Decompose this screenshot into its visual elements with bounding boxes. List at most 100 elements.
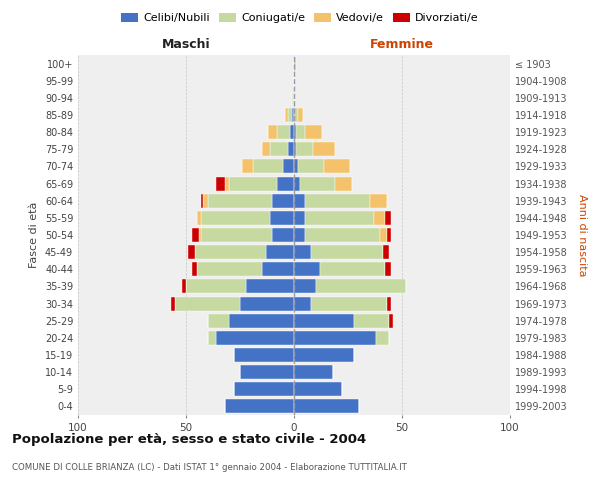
Bar [240, 296, 294, 310]
Bar [320, 262, 385, 276]
Bar [182, 280, 186, 293]
Bar [199, 228, 201, 242]
Bar [298, 160, 324, 173]
Bar [376, 331, 389, 345]
Bar [171, 296, 175, 310]
Bar [294, 228, 305, 242]
Bar [216, 176, 225, 190]
Bar [294, 348, 355, 362]
Bar [387, 228, 391, 242]
Bar [301, 176, 335, 190]
Bar [175, 296, 240, 310]
Bar [201, 228, 272, 242]
Bar [287, 142, 294, 156]
Bar [311, 296, 387, 310]
Bar [311, 245, 383, 259]
Bar [305, 125, 322, 139]
Bar [193, 262, 197, 276]
Bar [233, 382, 294, 396]
Bar [389, 314, 394, 328]
Bar [294, 125, 296, 139]
Bar [294, 262, 320, 276]
Bar [294, 400, 359, 413]
Bar [208, 194, 272, 207]
Bar [294, 331, 376, 345]
Bar [197, 211, 201, 225]
Bar [294, 56, 296, 70]
Bar [225, 176, 229, 190]
Bar [262, 262, 294, 276]
Bar [385, 211, 391, 225]
Bar [294, 142, 296, 156]
Bar [194, 245, 266, 259]
Bar [292, 108, 294, 122]
Bar [294, 176, 301, 190]
Bar [316, 280, 406, 293]
Bar [186, 280, 247, 293]
Bar [374, 211, 385, 225]
Bar [233, 348, 294, 362]
Bar [294, 296, 311, 310]
Bar [229, 176, 277, 190]
Bar [262, 142, 270, 156]
Bar [294, 314, 355, 328]
Bar [266, 245, 294, 259]
Bar [253, 160, 283, 173]
Bar [247, 280, 294, 293]
Bar [208, 331, 216, 345]
Bar [286, 108, 287, 122]
Bar [294, 382, 341, 396]
Bar [193, 228, 199, 242]
Bar [305, 211, 374, 225]
Bar [305, 194, 370, 207]
Bar [287, 108, 292, 122]
Bar [383, 245, 389, 259]
Bar [294, 280, 316, 293]
Bar [272, 228, 294, 242]
Bar [270, 211, 294, 225]
Bar [385, 262, 391, 276]
Bar [283, 160, 294, 173]
Text: Maschi: Maschi [161, 38, 211, 52]
Bar [188, 245, 194, 259]
Bar [272, 194, 294, 207]
Bar [294, 194, 305, 207]
Bar [240, 365, 294, 379]
Bar [277, 176, 294, 190]
Bar [268, 125, 277, 139]
Bar [203, 194, 208, 207]
Bar [335, 176, 352, 190]
Bar [292, 91, 294, 105]
Bar [197, 262, 262, 276]
Bar [201, 194, 203, 207]
Bar [294, 108, 298, 122]
Bar [296, 125, 305, 139]
Bar [270, 142, 287, 156]
Bar [290, 125, 294, 139]
Legend: Celibi/Nubili, Coniugati/e, Vedovi/e, Divorziati/e: Celibi/Nubili, Coniugati/e, Vedovi/e, Di… [117, 8, 483, 28]
Bar [305, 228, 380, 242]
Y-axis label: Fasce di età: Fasce di età [29, 202, 39, 268]
Text: Popolazione per età, sesso e stato civile - 2004: Popolazione per età, sesso e stato civil… [12, 432, 366, 446]
Bar [294, 211, 305, 225]
Bar [294, 365, 333, 379]
Bar [208, 314, 229, 328]
Bar [387, 296, 391, 310]
Bar [229, 314, 294, 328]
Bar [201, 211, 270, 225]
Bar [216, 331, 294, 345]
Y-axis label: Anni di nascita: Anni di nascita [577, 194, 587, 276]
Bar [294, 160, 298, 173]
Text: COMUNE DI COLLE BRIANZA (LC) - Dati ISTAT 1° gennaio 2004 - Elaborazione TUTTITA: COMUNE DI COLLE BRIANZA (LC) - Dati ISTA… [12, 463, 407, 472]
Bar [296, 142, 313, 156]
Bar [324, 160, 350, 173]
Bar [225, 400, 294, 413]
Bar [242, 160, 253, 173]
Bar [355, 314, 389, 328]
Bar [370, 194, 387, 207]
Bar [313, 142, 335, 156]
Bar [298, 108, 302, 122]
Bar [380, 228, 387, 242]
Bar [277, 125, 290, 139]
Bar [294, 245, 311, 259]
